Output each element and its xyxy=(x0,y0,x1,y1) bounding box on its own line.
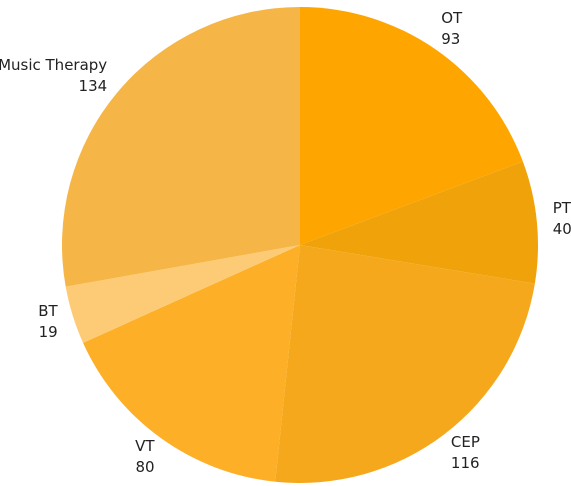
pie-slice xyxy=(83,245,301,482)
slice-value: 80 xyxy=(135,458,154,476)
slice-label: VT xyxy=(135,437,155,455)
slice-label: PT xyxy=(553,199,571,217)
pie-slice xyxy=(300,161,538,284)
slice-value: 93 xyxy=(441,30,460,48)
pie-slice xyxy=(62,7,301,287)
slice-value: 116 xyxy=(451,454,480,472)
pie-slice xyxy=(275,245,535,483)
slice-value: 40 xyxy=(553,220,571,238)
pie-slice xyxy=(300,7,523,245)
pie-slice xyxy=(65,245,300,343)
slice-label: BT xyxy=(38,302,58,320)
slice-label: OT xyxy=(441,9,463,27)
slice-label: CEP xyxy=(451,433,480,451)
slice-value: 19 xyxy=(39,323,58,341)
slice-label: Music Therapy xyxy=(0,56,107,74)
slice-value: 134 xyxy=(79,77,108,95)
